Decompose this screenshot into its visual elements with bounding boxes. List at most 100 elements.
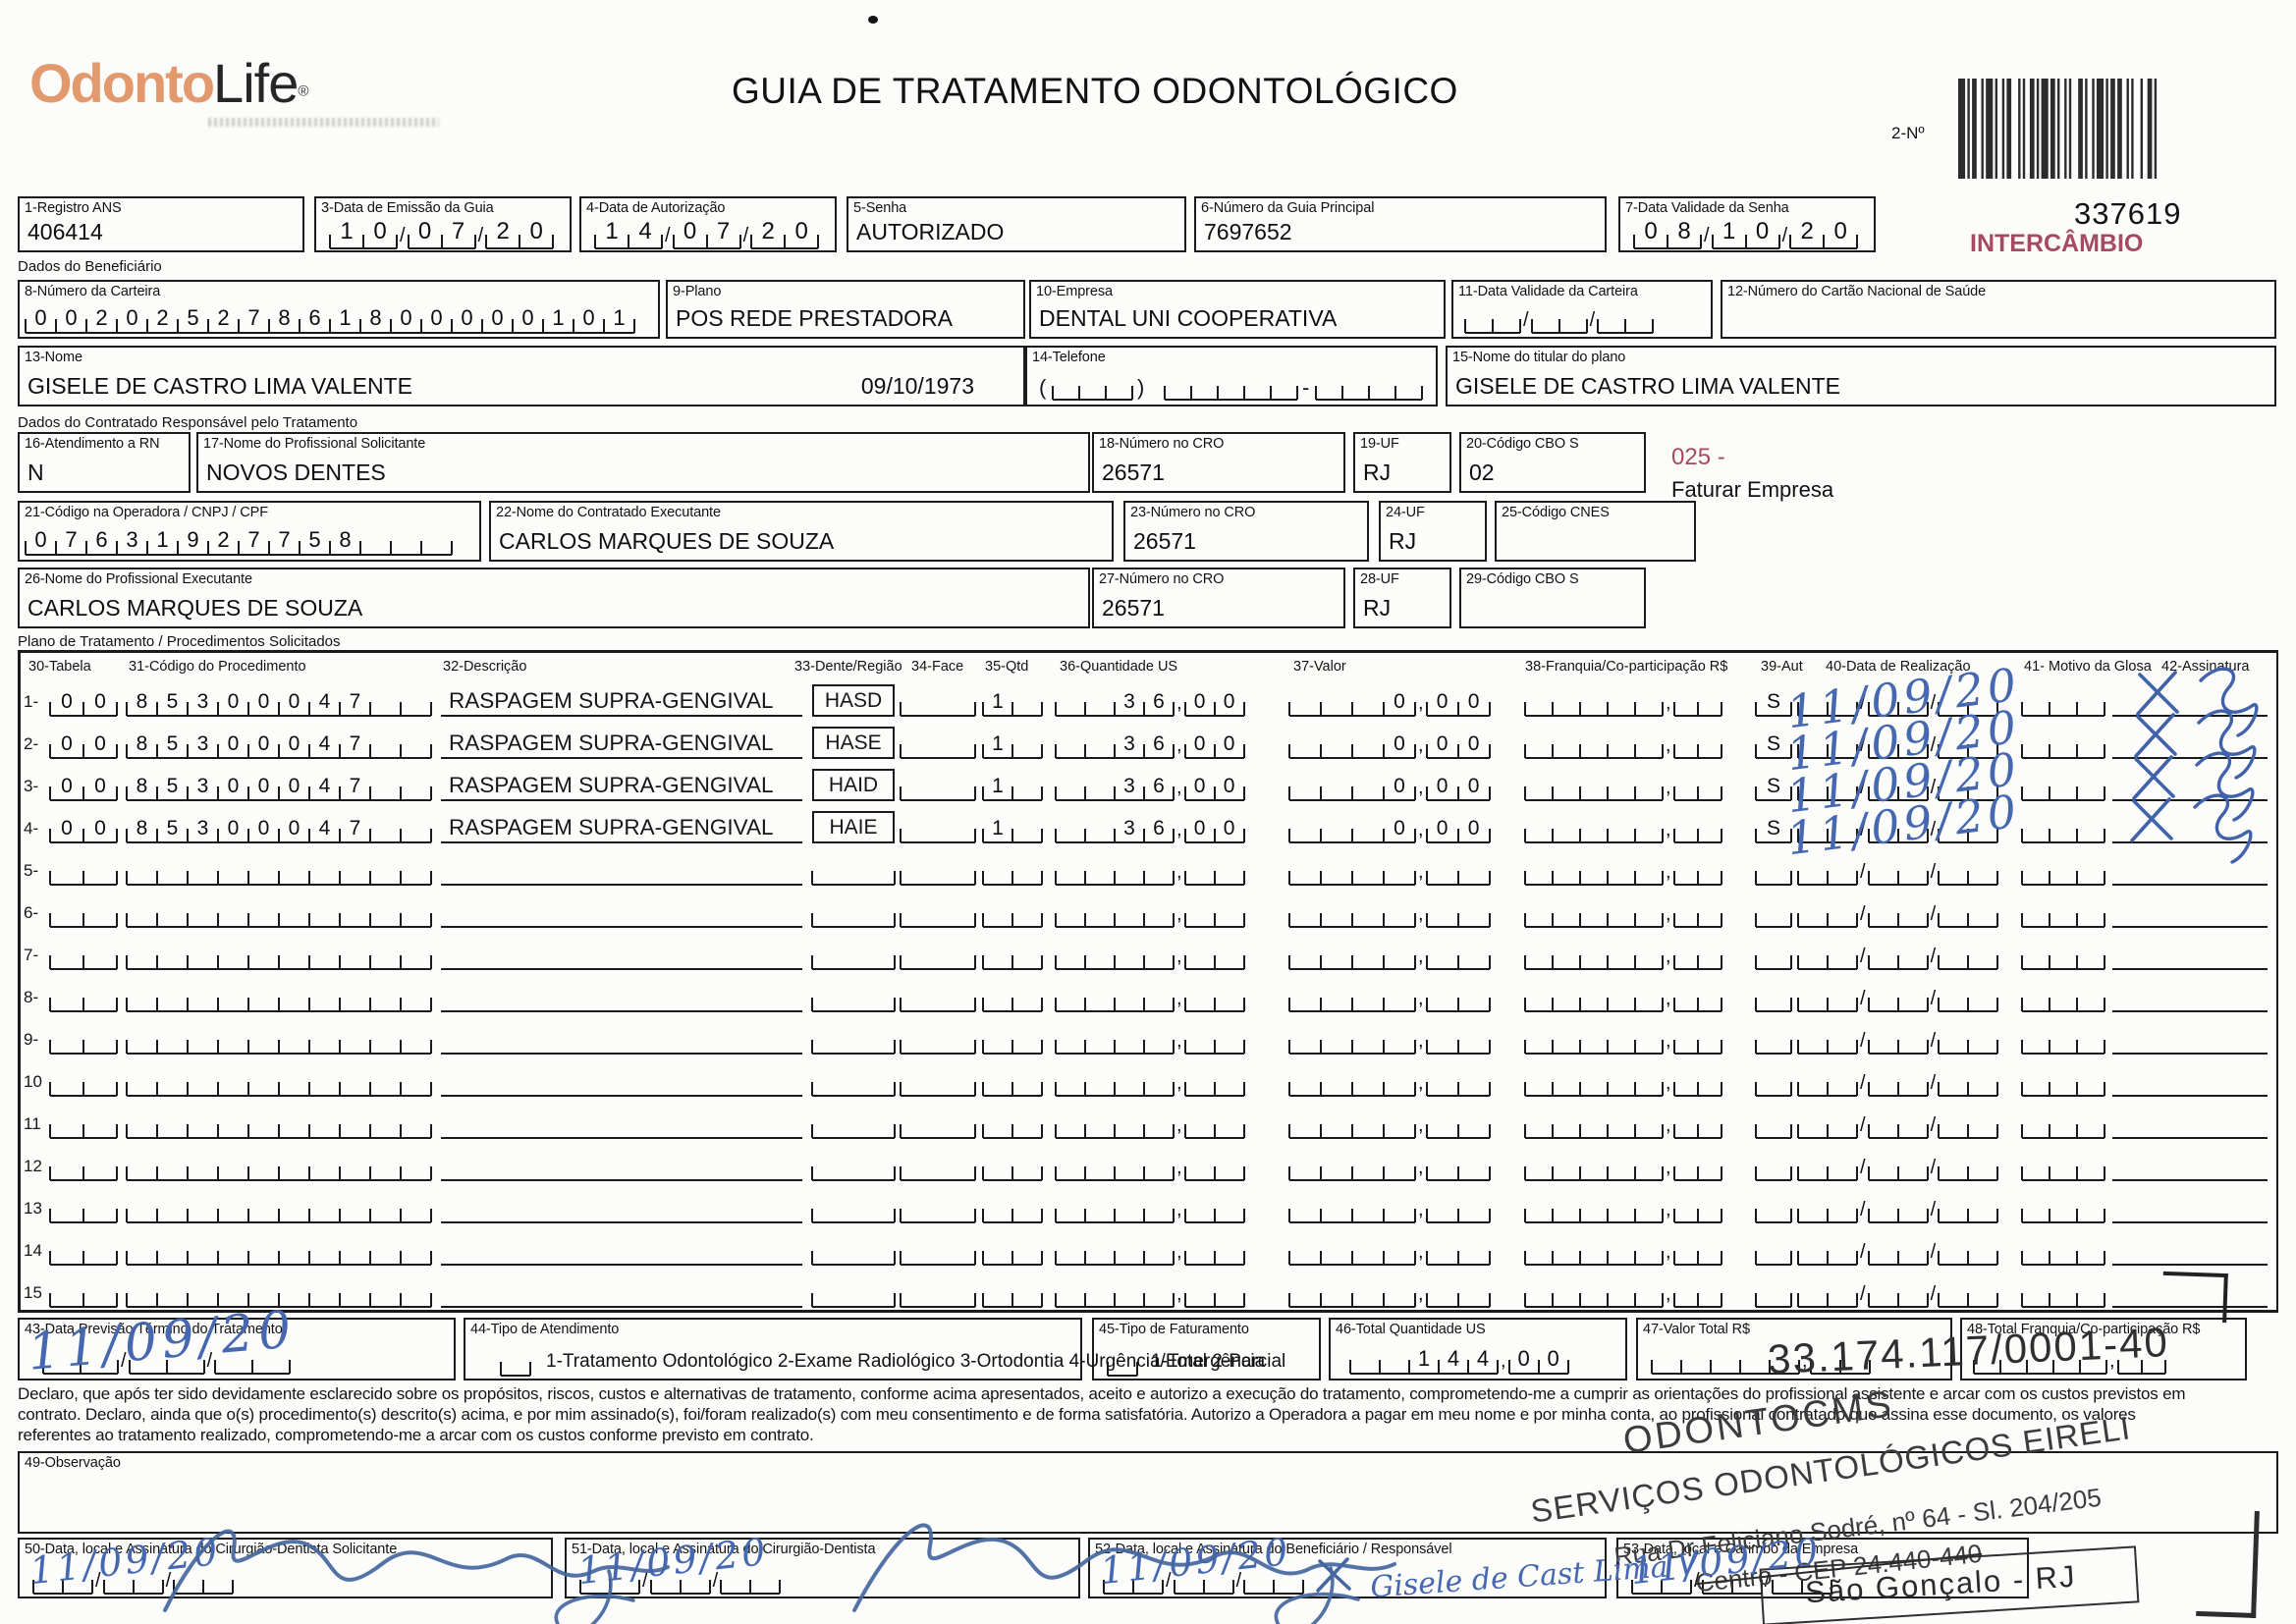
- field-label: 24-UF: [1386, 505, 1425, 520]
- field-label: 21-Código na Operadora / CNPJ / CPF: [25, 505, 268, 520]
- declaration-line3: referentes ao tratamento realizado, comp…: [18, 1426, 814, 1444]
- procedure-row-11: 11,,, / /: [21, 1101, 2281, 1143]
- field-validade-carteira: 11-Data Validade da Carteira: [1451, 280, 1713, 339]
- field-cbo-solicitante: 20-Código CBO S 02: [1459, 432, 1646, 493]
- field-label: 46-Total Quantidade US: [1336, 1322, 1486, 1337]
- barcode-label: 2-Nº: [1891, 124, 1925, 142]
- col-header-dente: 33-Dente/Região: [794, 659, 902, 675]
- procedure-row-6: 6-,,, / /: [21, 890, 2281, 932]
- row-signature-mark: [2130, 793, 2253, 864]
- field-value: 02: [1469, 460, 1495, 485]
- field-profissional-executante: 26-Nome do Profissional Executante CARLO…: [18, 568, 1090, 628]
- field-valor-total: 47-Valor Total R$: [1636, 1318, 1952, 1380]
- field-total-franquia: 48-Total Franquia/Co-participação R$: [1960, 1318, 2247, 1380]
- field-label: 20-Código CBO S: [1466, 436, 1579, 452]
- field-value: RJ: [1363, 460, 1392, 485]
- field-value: AUTORIZADO: [856, 219, 1005, 244]
- field-cartao-nacional-saude: 12-Número do Cartão Nacional de Saúde: [1721, 280, 2276, 339]
- field-label: 17-Nome do Profissional Solicitante: [203, 436, 426, 452]
- field-label: 26-Nome do Profissional Executante: [25, 571, 252, 587]
- field-label: 14-Telefone: [1032, 350, 1106, 365]
- procedure-row-2: 2- 0 0 8 5 3 0 0 0 4 7 RASPAGEM SUPRA-GENGIVAL HASE 1…: [21, 700, 2281, 781]
- field-cro-prof-executante: 27-Número no CRO 26571: [1092, 568, 1345, 628]
- col-header-data-realizacao: 40-Data de Realização: [1826, 659, 1971, 675]
- field-label: 4-Data de Autorização: [586, 200, 726, 216]
- field-value: GISELE DE CASTRO LIMA VALENTE: [1455, 373, 1840, 399]
- stamp-corner-top-right: [2161, 1271, 2228, 1324]
- col-header-codigo: 31-Código do Procedimento: [129, 659, 306, 675]
- field-nome-beneficiario: 13-Nome GISELE DE CASTRO LIMA VALENTE 09…: [18, 346, 1025, 406]
- col-header-tabela: 30-Tabela: [28, 659, 91, 675]
- assinatura-solicitante-date-comb: / /: [32, 1563, 235, 1595]
- field-value: CARLOS MARQUES DE SOUZA: [27, 595, 363, 621]
- field-data-previsao-termino: 43-Data Previsão Término do Tratamento: [18, 1318, 456, 1380]
- previsao-termino-comb: / /: [42, 1343, 292, 1375]
- field-value: RJ: [1389, 528, 1417, 554]
- data-autorizacao-comb: 1 4/0 7/2 0: [594, 214, 820, 249]
- tipo-faturamento-checkbox: [1107, 1345, 1138, 1377]
- field-numero-carteira: 8-Número da Carteira: [18, 280, 660, 339]
- signature-solicitante: [163, 1529, 670, 1624]
- field-total-quantidade-us: 46-Total Quantidade US: [1329, 1318, 1627, 1380]
- form-title: GUIA DE TRATAMENTO ODONTOLÓGICO: [732, 71, 1458, 111]
- procedure-row-13: 13,,, / /: [21, 1185, 2281, 1227]
- field-label: 3-Data de Emissão da Guia: [321, 200, 494, 216]
- carimbo-empresa-date-comb: / /: [1631, 1563, 1833, 1595]
- logo-tagline-illegible: [208, 118, 439, 127]
- field-registro-ans: 1-Registro ANS 406414: [18, 196, 304, 252]
- field-label: 51-Data, local e Assinatura do Cirurgião…: [572, 1542, 876, 1557]
- tipo-atendimento-checkbox: [500, 1345, 531, 1377]
- procedure-row-3: 3- 0 0 8 5 3 0 0 0 4 7 RASPAGEM SUPRA-GENGIVAL HAID 1…: [21, 742, 2281, 823]
- note-025-text: Faturar Empresa: [1671, 477, 1834, 502]
- field-value: GISELE DE CASTRO LIMA VALENTE: [27, 373, 412, 399]
- total-franquia-comb: ,: [1973, 1343, 2166, 1375]
- field-cro-executante: 23-Número no CRO 26571: [1123, 501, 1369, 562]
- col-header-aut: 39-Aut: [1761, 659, 1803, 675]
- col-header-motivo-glosa: 41- Motivo da Glosa: [2024, 659, 2152, 675]
- telefone-suffix-comb: [1315, 369, 1423, 401]
- birthdate-value: 09/10/1973: [860, 373, 974, 399]
- guide-number: 337619: [2074, 196, 2182, 231]
- stamp-corner-bottom-right: [2196, 1508, 2260, 1619]
- logo-life: Life: [213, 52, 299, 114]
- field-label: 22-Nome do Contratado Executante: [496, 505, 721, 520]
- col-header-franquia: 38-Franquia/Co-participação R$: [1525, 659, 1728, 675]
- field-value: 26571: [1102, 460, 1165, 485]
- procedure-row-10: 10,,, / /: [21, 1058, 2281, 1101]
- field-label: 16-Atendimento a RN: [25, 436, 160, 452]
- field-label: 19-UF: [1360, 436, 1399, 452]
- field-label: 18-Número no CRO: [1099, 436, 1225, 452]
- assinatura-beneficiario-date-comb: / /: [1103, 1563, 1305, 1595]
- field-value: NOVOS DENTES: [206, 460, 386, 485]
- procedures-table: 30-Tabela 31-Código do Procedimento 32-D…: [18, 650, 2278, 1313]
- procedure-row-9: 9-,,, / /: [21, 1016, 2281, 1058]
- registered-mark-icon: ®: [298, 82, 309, 100]
- procedure-row-8: 8-,,, / /: [21, 974, 2281, 1016]
- row-signature-mark: [2132, 751, 2255, 822]
- field-titular-plano: 15-Nome do titular do plano GISELE DE CA…: [1446, 346, 2276, 406]
- field-plano: 9-Plano POS REDE PRESTADORA: [666, 280, 1025, 339]
- signature-beneficiario-xmark: [1316, 1557, 1351, 1593]
- section-contratado: Dados do Contratado Responsável pelo Tra…: [18, 414, 358, 431]
- field-uf-executante: 24-UF RJ: [1379, 501, 1487, 562]
- field-carimbo-empresa: 53-Data, local e Carimbo da Empresa: [1616, 1538, 2029, 1598]
- field-data-emissao: 3-Data de Emissão da Guia: [314, 196, 572, 252]
- scan-speck: [868, 16, 878, 24]
- field-label: 52-Data, local e Assinatura do Beneficiá…: [1095, 1542, 1452, 1557]
- telefone-paren-open: (: [1039, 375, 1047, 400]
- logo-odonto: Odonto: [29, 52, 215, 114]
- field-value: DENTAL UNI COOPERATIVA: [1039, 305, 1338, 331]
- field-label: 49-Observação: [25, 1455, 121, 1471]
- tipo-faturamento-options: 1-Total 2-Parcial: [1151, 1351, 1286, 1372]
- barcode: [1958, 79, 2158, 179]
- field-value: 26571: [1102, 595, 1165, 621]
- col-header-quantidade-us: 36-Quantidade US: [1060, 659, 1178, 675]
- field-label: 10-Empresa: [1036, 284, 1113, 299]
- field-label: 53-Data, local e Carimbo da Empresa: [1623, 1542, 1859, 1557]
- field-label: 11-Data Validade da Carteira: [1458, 284, 1638, 299]
- field-label: 23-Número no CRO: [1130, 505, 1256, 520]
- field-label: 7-Data Validade da Senha: [1625, 200, 1789, 216]
- field-value: CARLOS MARQUES DE SOUZA: [499, 528, 835, 554]
